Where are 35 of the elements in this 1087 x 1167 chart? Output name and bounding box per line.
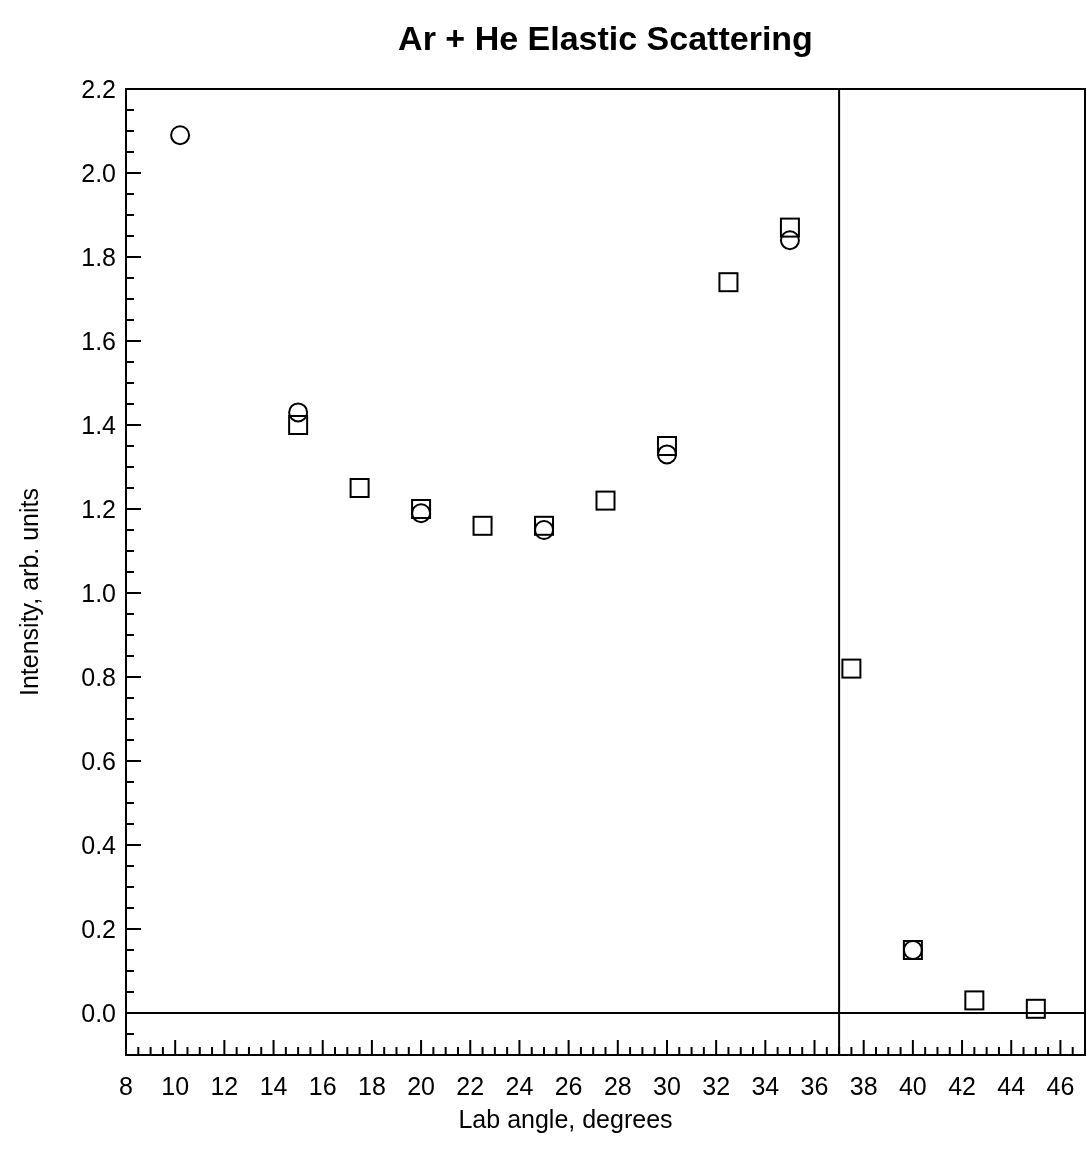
chart-title: Ar + He Elastic Scattering	[398, 19, 813, 57]
x-tick-label: 40	[898, 1072, 927, 1100]
x-tick-label: 18	[357, 1072, 386, 1100]
x-tick-label: 20	[407, 1072, 435, 1100]
y-tick-label: 2.0	[81, 159, 116, 187]
x-tick-label: 24	[505, 1072, 534, 1100]
y-tick-label: 0.2	[81, 915, 116, 943]
y-tick-label: 2.2	[81, 75, 116, 103]
x-tick-label: 42	[948, 1072, 976, 1100]
x-tick-label: 28	[603, 1072, 632, 1100]
x-tick-label: 8	[119, 1072, 133, 1100]
y-tick-label: 0.8	[81, 663, 116, 691]
y-tick-label: 0.6	[81, 747, 116, 775]
y-tick-label: 1.4	[81, 411, 117, 439]
y-axis-title: Intensity, arb. units	[15, 488, 43, 696]
x-tick-label: 30	[653, 1072, 681, 1100]
x-axis-title: Lab angle, degrees	[458, 1105, 673, 1133]
x-tick-label: 46	[1046, 1072, 1075, 1100]
x-tick-label: 26	[554, 1072, 583, 1100]
x-tick-label: 22	[456, 1072, 485, 1100]
x-tick-label: 32	[702, 1072, 731, 1100]
y-tick-label: 1.2	[81, 495, 116, 523]
y-tick-label: 0.0	[81, 999, 116, 1027]
x-tick-label: 36	[800, 1072, 829, 1100]
y-tick-label: 1.6	[81, 327, 116, 355]
x-tick-label: 14	[259, 1072, 288, 1100]
y-tick-label: 0.4	[81, 831, 117, 859]
x-tick-label: 34	[751, 1072, 780, 1100]
x-tick-label: 44	[997, 1072, 1026, 1100]
y-tick-label: 1.0	[81, 579, 116, 607]
x-tick-label: 12	[210, 1072, 239, 1100]
x-tick-label: 38	[849, 1072, 878, 1100]
x-tick-label: 10	[161, 1072, 190, 1100]
x-tick-label: 16	[308, 1072, 337, 1100]
y-tick-label: 1.8	[81, 243, 116, 271]
